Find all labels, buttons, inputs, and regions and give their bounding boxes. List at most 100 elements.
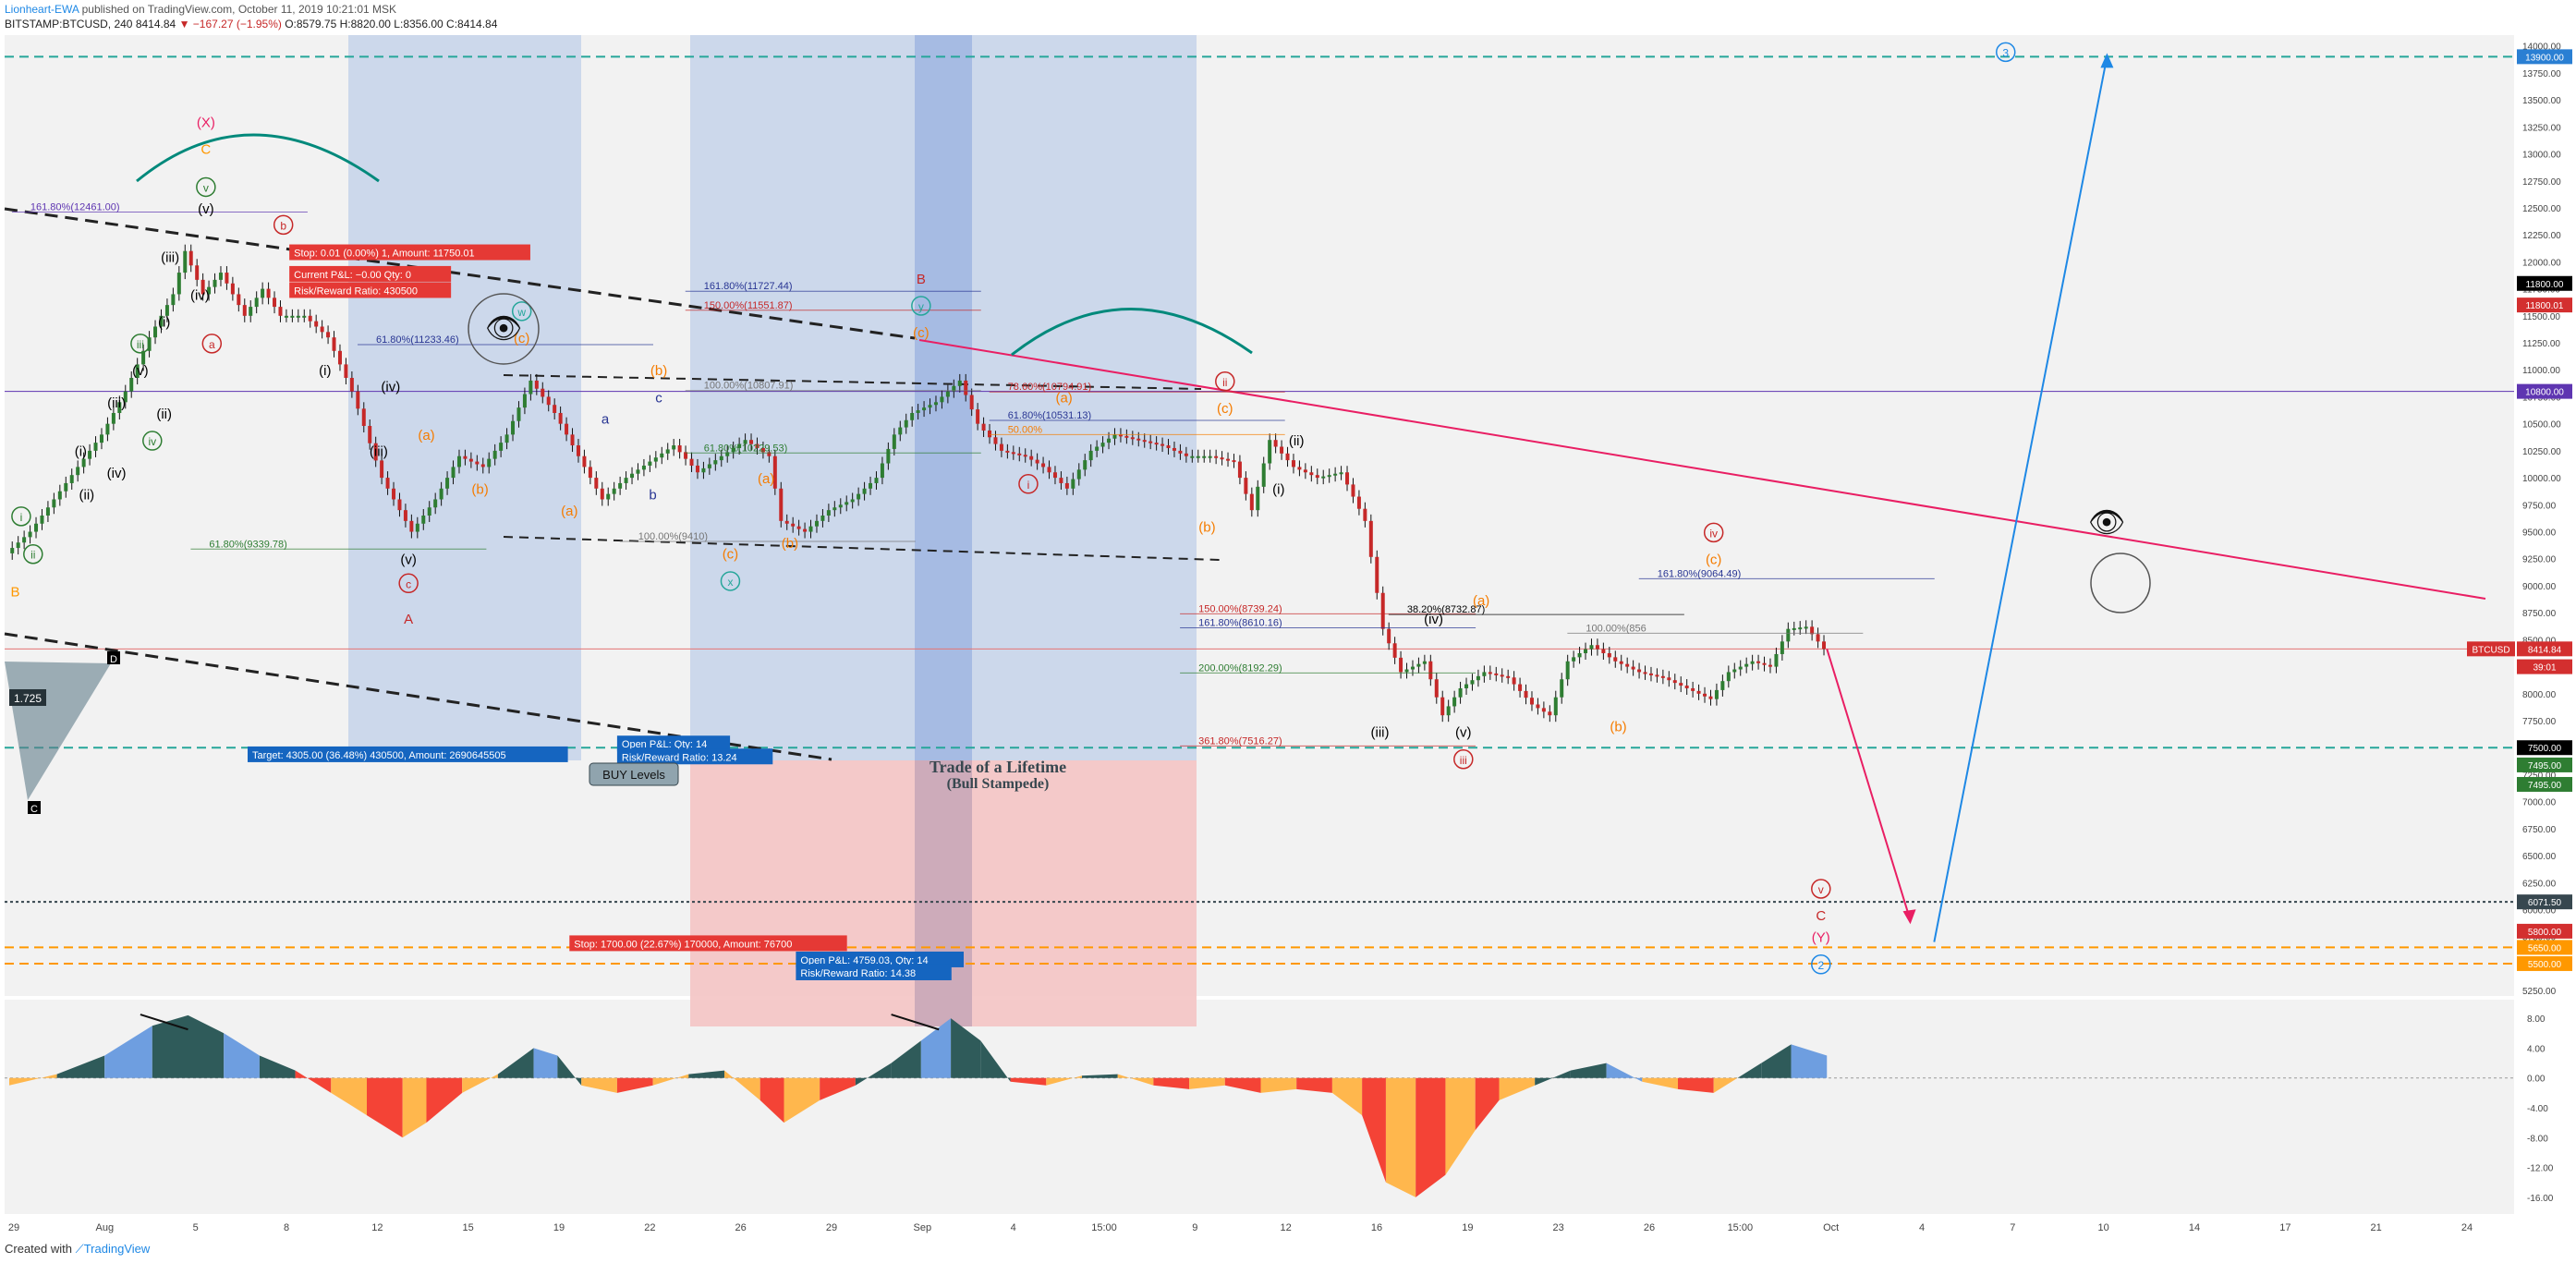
candle-body [385,478,390,489]
wave-label: iii [137,338,144,351]
osc-area [188,1014,225,1078]
candle-body [164,305,169,316]
candle-body [1774,653,1779,667]
osc-area [56,1055,105,1078]
candle-body [600,488,604,500]
candle-body [916,410,920,413]
osc-divergence-line [140,1014,188,1031]
time-tick-label: 8 [284,1222,289,1233]
wave-label: (ii) [156,407,172,422]
candle-body [904,419,908,428]
footer-brand[interactable]: TradingView [83,1242,151,1256]
candle-body [1136,438,1141,441]
candle-body [1750,661,1755,664]
candle-body [940,396,944,403]
candle-body [570,434,575,446]
publisher-name[interactable]: Lionheart-EWA [5,3,79,16]
candle-body [1482,672,1487,676]
candle-body [22,537,27,543]
candle-body [1637,669,1642,673]
candle-body [337,350,342,365]
position-box [569,935,847,952]
candle-body [760,447,765,453]
osc-area [224,1033,260,1078]
candle-body [1458,687,1463,698]
left-c-box [28,801,41,814]
wave-label: (b) [471,482,488,498]
candle-body [553,405,557,413]
osc-area [1713,1077,1738,1093]
candle-body [1071,479,1075,489]
candle-body [1363,508,1367,521]
wave-label: (v) [132,363,149,379]
wave-circle [1703,522,1724,543]
candle-body [1392,643,1397,658]
wave-label: (ii) [1289,433,1305,449]
position-box-label: Risk/Reward Ratio: 13.24 [622,752,737,763]
candle-body [576,445,580,456]
osc-tick-label: -12.00 [2527,1164,2554,1174]
candle-body [529,380,533,395]
candle-body [886,448,891,464]
price-tag-label: 5650.00 [2528,943,2562,953]
position-box [796,964,952,980]
position-boxes: Stop: 0.01 (0.00%) 1, Amount: 11750.01 Cu… [248,244,964,980]
candle-body [910,412,915,420]
price-tag-label: 8414.84 [2528,645,2562,655]
osc-divergence-line [891,1014,940,1031]
price-tag [2517,641,2572,657]
candle-body [1595,645,1599,650]
price-tag-label: 13900.00 [2525,53,2564,63]
candle-body [1047,467,1051,473]
candle-body [1512,677,1516,685]
wave-label: (b) [1610,720,1626,735]
candle-body [1356,496,1361,509]
candle-body [1130,437,1135,440]
candle-body [981,423,986,431]
wave-label: (iii) [161,249,179,265]
osc-area [259,1055,296,1078]
candle-body [99,434,103,443]
osc-area [295,1070,332,1093]
red-zone-overlap [915,760,972,1026]
pink-resistance [918,339,2486,600]
candle-body [373,443,378,461]
candle-body [880,463,884,479]
candle-body [111,412,115,424]
wave-label: C [200,142,211,158]
candle-body [534,380,539,389]
price-tick-label: 12250.00 [2522,231,2561,241]
osc-area [1189,1077,1225,1089]
candle-body [1476,675,1480,681]
candle-body [176,273,181,295]
fib-label: 61.80%(11233.46) [376,334,459,346]
candle-body [380,460,384,479]
osc-area [152,1014,188,1078]
fib-label: 161.80%(11727.44) [704,281,793,292]
time-tick-label: 12 [1281,1222,1292,1233]
candle-body [952,385,956,392]
wave-label: (ii) [79,487,95,503]
price-tag-label: 5500.00 [2528,960,2562,970]
time-tick-label: Sep [914,1222,932,1233]
projection-down-arrow [1826,649,1912,921]
wave-label: ii [1222,376,1227,389]
price-chart[interactable]: 161.80%(12461.00) 61.80%(9339.78) 61.80%(1… [0,33,2576,1253]
candle-body [993,437,998,444]
candle-body [356,391,360,409]
price-tick-label: 10000.00 [2522,474,2561,484]
candle-body [1488,672,1492,674]
osc-area [497,1048,534,1078]
candle-body [648,461,652,466]
time-tick-label: 4 [1919,1222,1925,1233]
wave-label: (i) [158,315,170,331]
candle-body [1076,469,1081,480]
candle-body [922,407,927,411]
osc-area [367,1077,403,1138]
candle-body [123,391,128,403]
candle-body [1160,443,1165,446]
position-box [616,748,773,765]
candle-body [1214,455,1219,458]
candle-body [832,507,837,511]
candle-body [213,279,217,287]
